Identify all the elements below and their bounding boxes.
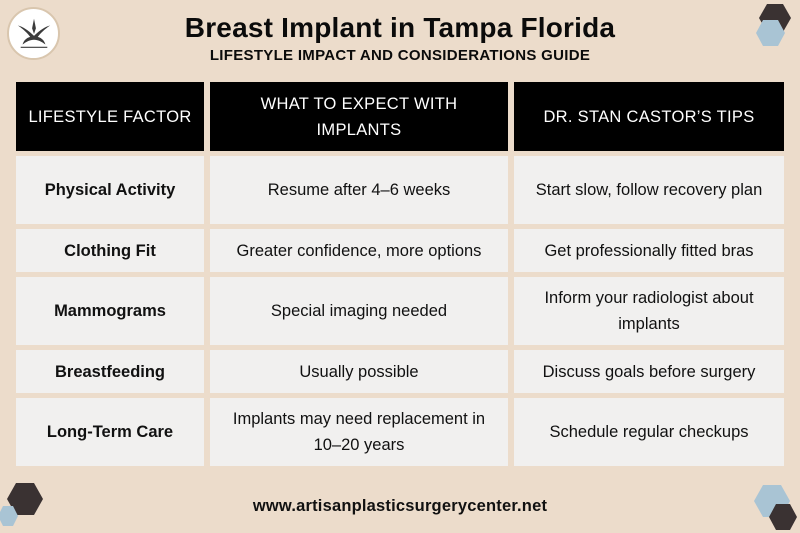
table-header-row: LIFESTYLE FACTOR WHAT TO EXPECT WITH IMP…	[16, 82, 784, 151]
swallow-bird-icon	[17, 18, 50, 48]
column-header-lifestyle-factor: LIFESTYLE FACTOR	[16, 82, 204, 151]
hexagon-decoration-bottom-right	[754, 485, 797, 530]
expectation-cell: Implants may need replacement in 10–20 y…	[210, 398, 508, 466]
lifestyle-table: LIFESTYLE FACTOR WHAT TO EXPECT WITH IMP…	[16, 82, 784, 471]
lifestyle-factor-cell: Long-Term Care	[16, 398, 204, 466]
website-url: www.artisanplasticsurgerycenter.net	[252, 497, 548, 515]
table-row: Mammograms Special imaging needed Inform…	[16, 277, 784, 345]
lifestyle-factor-cell: Mammograms	[16, 277, 204, 345]
column-header-what-to-expect: WHAT TO EXPECT WITH IMPLANTS	[210, 82, 508, 151]
expectation-cell: Greater confidence, more options	[210, 229, 508, 272]
tip-cell: Schedule regular checkups	[514, 398, 784, 466]
lifestyle-factor-cell: Clothing Fit	[16, 229, 204, 272]
tip-cell: Start slow, follow recovery plan	[514, 156, 784, 224]
expectation-cell: Resume after 4–6 weeks	[210, 156, 508, 224]
tip-cell: Discuss goals before surgery	[514, 350, 784, 393]
column-header-doctor-tips: DR. STAN CASTOR’S TIPS	[514, 82, 784, 151]
table-row: Clothing Fit Greater confidence, more op…	[16, 229, 784, 272]
tip-cell: Inform your radiologist about implants	[514, 277, 784, 345]
page-title: Breast Implant in Tampa Florida	[184, 12, 616, 43]
logo	[7, 7, 60, 60]
expectation-cell: Usually possible	[210, 350, 508, 393]
hexagon-decoration-bottom-left	[0, 483, 43, 526]
page-subtitle: LIFESTYLE IMPACT AND CONSIDERATIONS GUID…	[209, 47, 591, 64]
table-row: Long-Term Care Implants may need replace…	[16, 398, 784, 466]
tip-cell: Get professionally fitted bras	[514, 229, 784, 272]
lifestyle-factor-cell: Breastfeeding	[16, 350, 204, 393]
hexagon-decoration-top-right	[756, 4, 791, 46]
lifestyle-factor-cell: Physical Activity	[16, 156, 204, 224]
table-row: Physical Activity Resume after 4–6 weeks…	[16, 156, 784, 224]
expectation-cell: Special imaging needed	[210, 277, 508, 345]
table-row: Breastfeeding Usually possible Discuss g…	[16, 350, 784, 393]
